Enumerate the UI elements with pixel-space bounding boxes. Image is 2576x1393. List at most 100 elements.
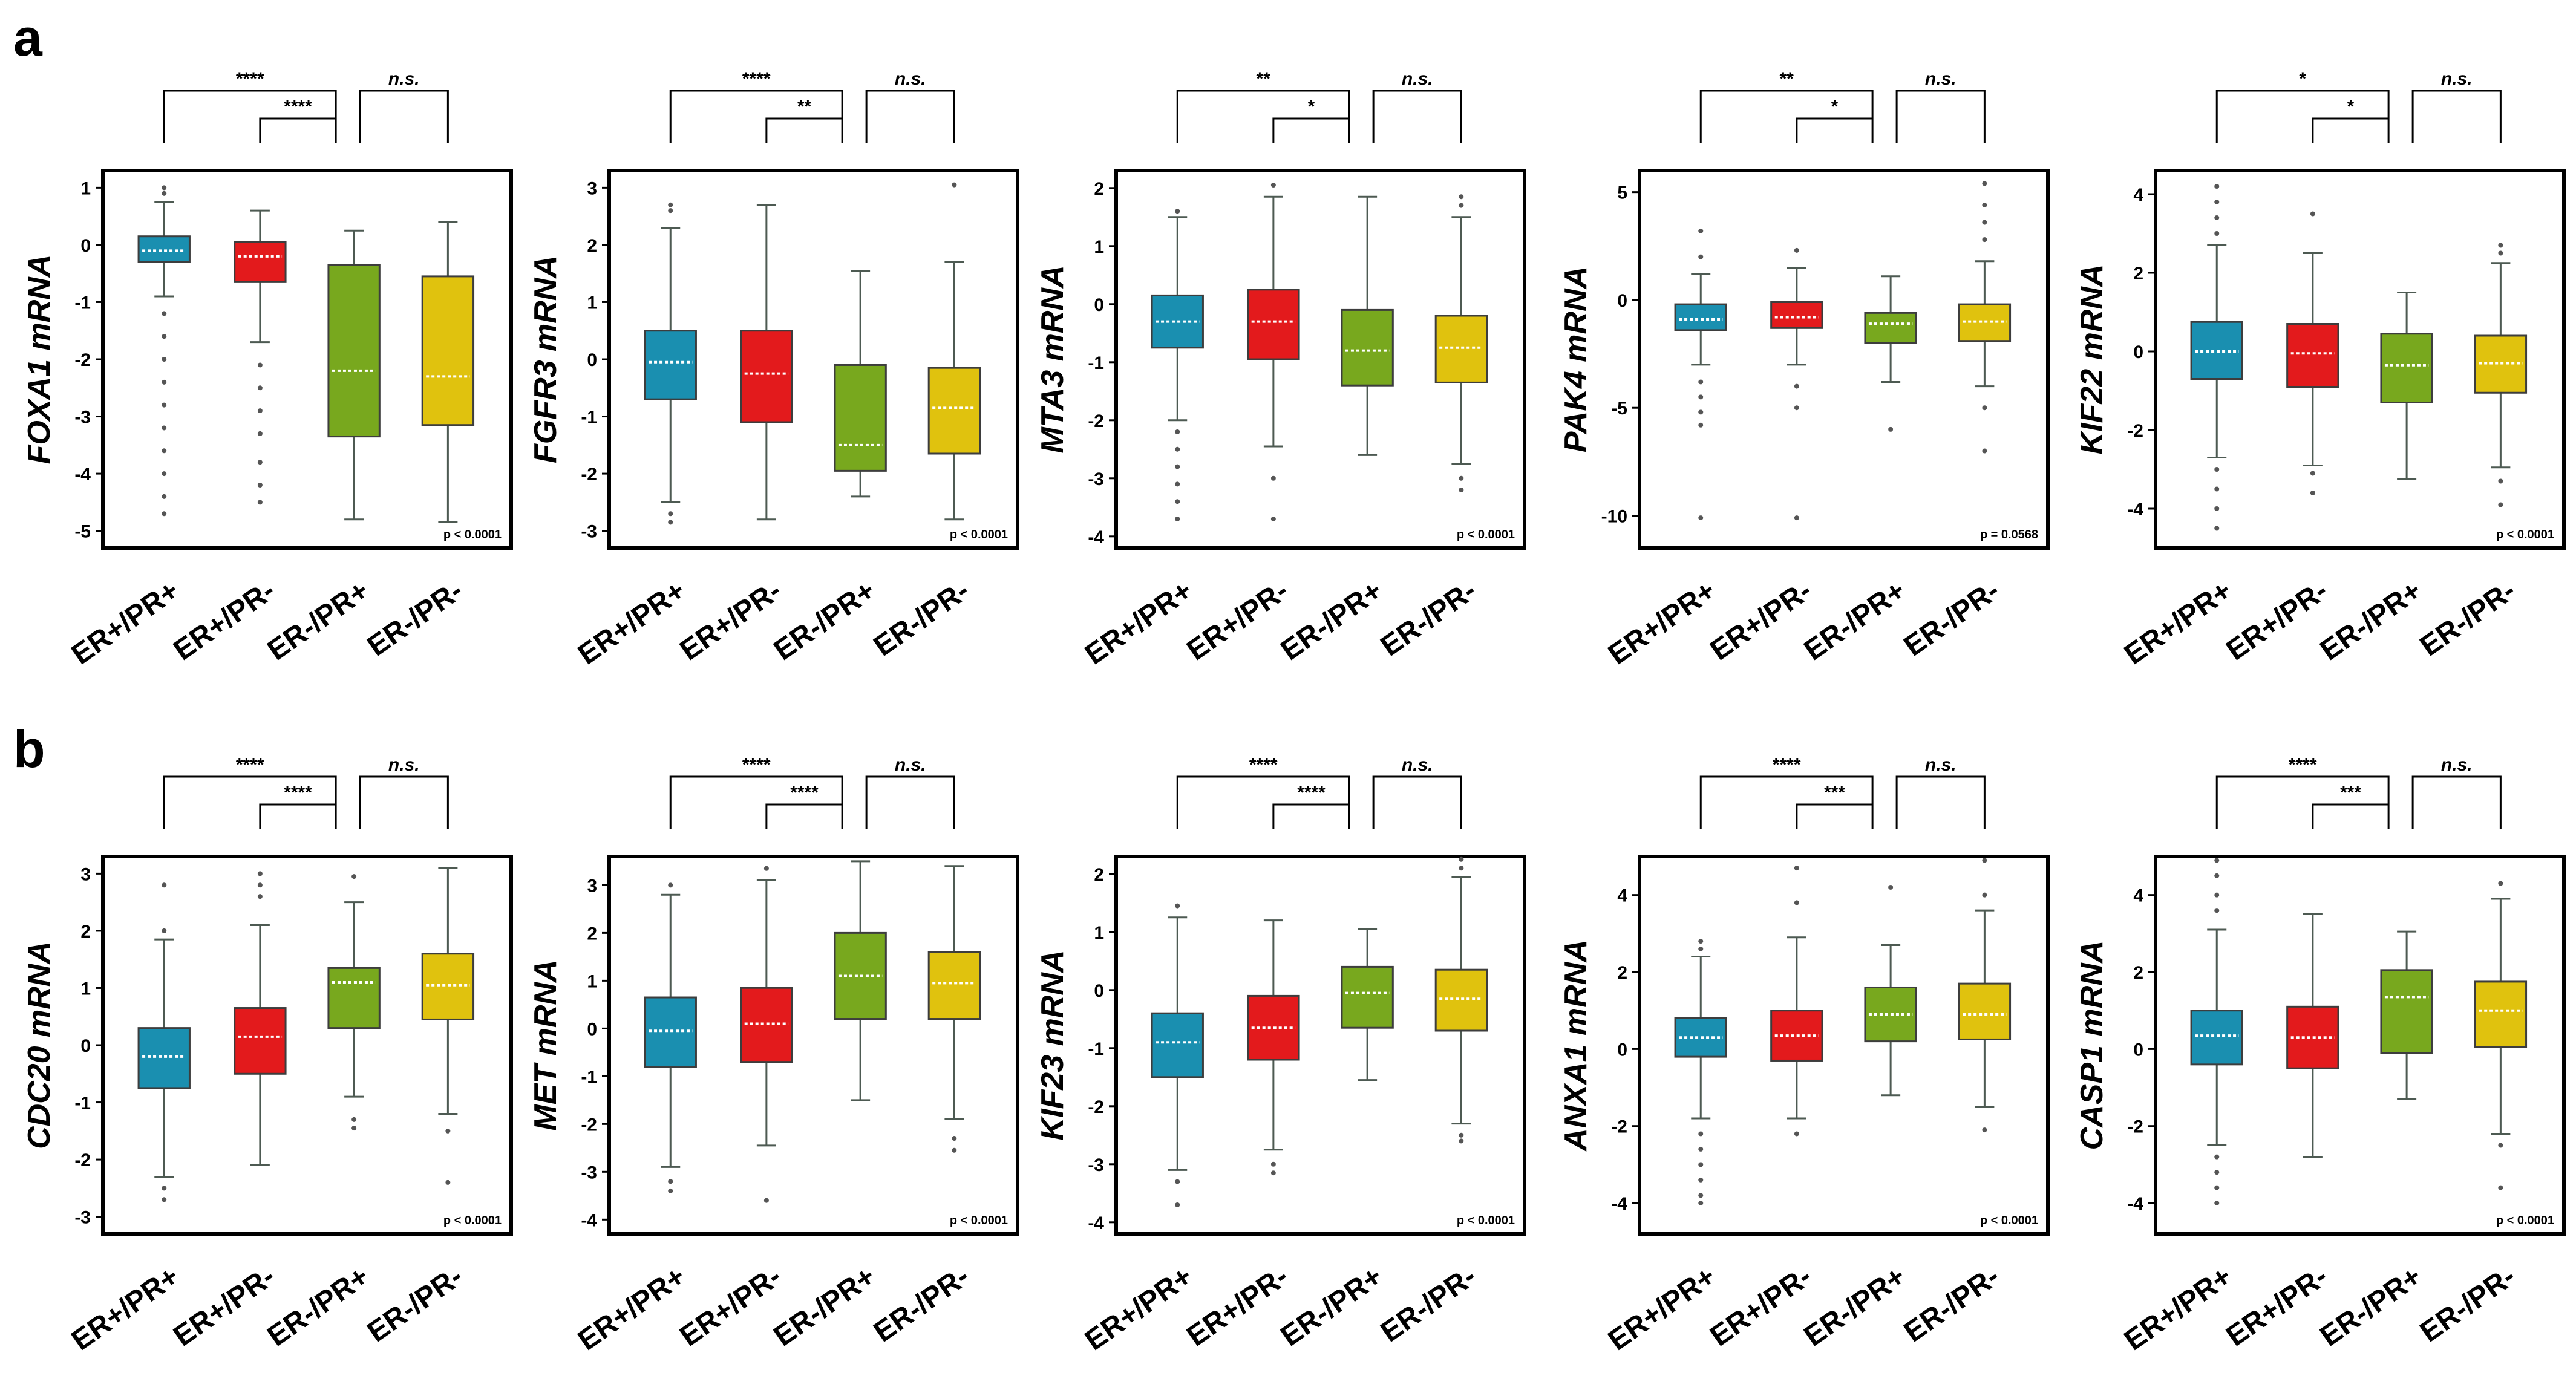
chart-1-outlier-point [162, 311, 167, 316]
chart-8-outlier-point [1270, 1161, 1276, 1167]
chart-2-box-4 [927, 367, 981, 455]
chart-6-outlier-point [162, 882, 167, 888]
chart-7-outlier-point [763, 1198, 769, 1203]
chart-10-ytick-label: 2 [2133, 963, 2143, 983]
chart-10-pvalue: p < 0.0001 [2496, 1214, 2554, 1227]
chart-3-ytick-label: -3 [1088, 469, 1104, 489]
chart-6-outlier-point [351, 1126, 357, 1131]
chart-7-ytick-label: 3 [587, 876, 597, 896]
chart-4-ytick-label: -10 [1601, 507, 1627, 527]
chart-4-sig-bracket-right [1895, 90, 1986, 143]
chart-4-sig-bracket-top [1699, 90, 1874, 143]
chart-3-sig-inner: * [1308, 97, 1315, 117]
chart-3-ytick-label: 2 [1094, 179, 1104, 199]
chart-10-sig-top: **** [2289, 755, 2317, 775]
chart-8-outlier-point [1459, 856, 1464, 862]
chart-10-outlier-point [2214, 892, 2220, 898]
chart-10-sig-right: n.s. [2441, 755, 2473, 775]
chart-5-outlier-point [2498, 250, 2503, 256]
chart-7-pvalue: p < 0.0001 [950, 1214, 1008, 1227]
chart-4-outlier-point [1982, 237, 1987, 243]
chart-8-ytick-label: -1 [1088, 1039, 1104, 1059]
chart-5-outlier-point [2498, 243, 2503, 248]
chart-7-ytick-label: -3 [581, 1163, 597, 1183]
chart-2-ytick-label: -3 [581, 522, 597, 542]
chart-1-box-2 [234, 241, 287, 283]
chart-9-frame [1638, 855, 2050, 1236]
chart-1-outlier-point [162, 425, 167, 431]
chart-6-ytick-label: 0 [80, 1036, 91, 1056]
chart-1-outlier-point [257, 500, 263, 505]
chart-5-outlier-point [2214, 200, 2220, 204]
chart-8-ytick-label: 0 [1094, 981, 1104, 1001]
chart-8-outlier-point [1175, 903, 1180, 909]
chart-4-outlier-point [1982, 405, 1987, 411]
chart-4-outlier-point [1982, 181, 1987, 186]
chart-7-ytick-label: 0 [587, 1019, 597, 1039]
chart-1-ytick-label: -1 [74, 293, 91, 313]
chart-1-outlier-point [257, 431, 263, 436]
chart-9-ytick-label: -4 [1611, 1194, 1627, 1214]
chart-4-outlier-point [1794, 515, 1799, 521]
chart-10-outlier-point [2214, 1201, 2220, 1206]
chart-5-sig-inner: * [2347, 97, 2355, 117]
chart-5-outlier-point [2310, 471, 2315, 476]
chart-6-box-4 [421, 953, 475, 1020]
chart-4-box-3 [1864, 312, 1917, 344]
chart-7-ytick-label: -4 [581, 1210, 597, 1230]
chart-10-outlier-point [2498, 881, 2503, 886]
chart-1-sig-bracket-inner [259, 117, 336, 143]
chart-4-outlier-point [1698, 515, 1704, 521]
chart-6-sig-bracket-right [359, 775, 449, 829]
chart-8-ytick-label: -4 [1088, 1213, 1104, 1233]
chart-9-outlier-point [1794, 1131, 1799, 1137]
chart-6-outlier-point [162, 928, 167, 933]
chart-2-sig-bracket-right [865, 90, 955, 143]
chart-3-ytick-label: -1 [1088, 353, 1104, 373]
chart-8-outlier-point [1175, 1202, 1180, 1207]
chart-8-sig-bracket-top [1176, 775, 1350, 829]
panel-label-a: a [13, 9, 43, 67]
chart-6-sig-inner: **** [284, 783, 312, 803]
chart-1-outlier-point [162, 471, 167, 477]
chart-3-outlier-point [1459, 488, 1464, 492]
chart-1-outlier-point [162, 494, 167, 499]
chart-10-sig-bracket-top [2215, 775, 2390, 829]
chart-1-outlier-point [162, 448, 167, 454]
chart-6-box-3 [327, 967, 381, 1029]
chart-5-outlier-point [2214, 215, 2220, 220]
chart-1-outlier-point [162, 402, 167, 408]
chart-2-outlier-point [952, 182, 957, 188]
chart-1-sig-inner: **** [284, 97, 312, 117]
chart-8-outlier-point [1175, 1179, 1180, 1184]
chart-8-ytick-label: -2 [1088, 1097, 1104, 1117]
chart-4-outlier-point [1698, 394, 1704, 400]
chart-7-sig-bracket-top [669, 775, 843, 829]
chart-10-outlier-point [2214, 873, 2220, 878]
chart-9-ytick-label: 2 [1617, 963, 1627, 983]
chart-5-sig-bracket-top [2215, 90, 2390, 143]
chart-2-outlier-point [668, 511, 673, 517]
chart-6-sig-bracket-top [163, 775, 337, 829]
chart-2-ytick-label: 2 [587, 236, 597, 256]
chart-10-outlier-point [2214, 908, 2220, 913]
chart-2-ytick-label: 1 [587, 293, 597, 313]
chart-2-outlier-point [668, 520, 673, 525]
chart-7-ytick-label: -2 [581, 1115, 597, 1135]
chart-9-outlier-point [1794, 900, 1799, 905]
chart-4-box-1 [1674, 303, 1727, 331]
chart-5-ytick-label: -2 [2127, 421, 2143, 441]
chart-8-outlier-point [1459, 866, 1464, 871]
chart-4-sig-top: ** [1780, 69, 1794, 89]
chart-9-ytick-label: 0 [1617, 1040, 1627, 1060]
chart-7-outlier-point [952, 1147, 957, 1153]
chart-1-outlier-point [257, 385, 263, 391]
chart-4-pvalue: p = 0.0568 [1980, 528, 2038, 541]
chart-8-ytick-label: 1 [1094, 923, 1104, 943]
chart-10-box-3 [2380, 969, 2433, 1054]
chart-8-frame [1114, 855, 1526, 1236]
chart-8-outlier-point [1459, 1132, 1464, 1138]
chart-6-ytick-label: -3 [74, 1208, 91, 1228]
chart-10-ytick-label: -2 [2127, 1117, 2143, 1137]
chart-5-outlier-point [2310, 211, 2315, 217]
